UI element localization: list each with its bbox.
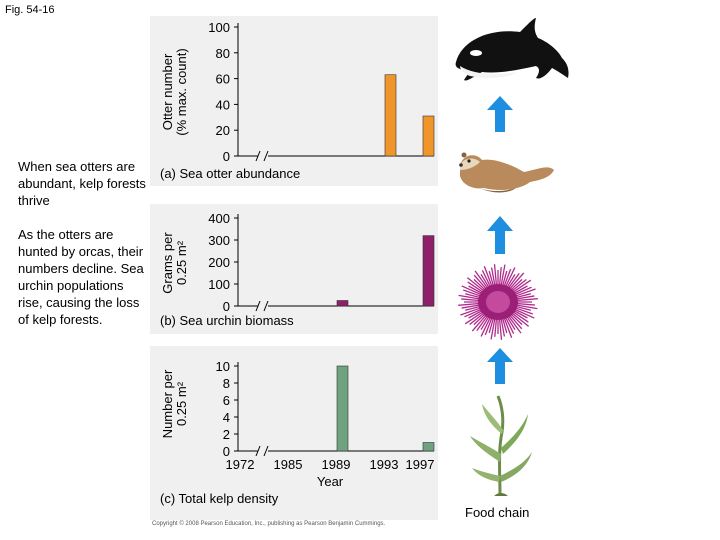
axis-break-mark <box>263 150 269 162</box>
y-tick-label: 6 <box>223 393 230 408</box>
copyright-credit: Copyright © 2008 Pearson Education, Inc.… <box>152 521 386 527</box>
axis-break-mark <box>255 150 261 162</box>
y-tick-label: 400 <box>208 211 230 226</box>
kelp-icon <box>470 395 532 497</box>
y-tick-label: 60 <box>216 72 230 87</box>
panel-background <box>150 204 438 334</box>
x-tick-label: 1997 <box>406 457 435 472</box>
y-tick-label: 20 <box>216 123 230 138</box>
figure-label: Fig. 54-16 <box>5 4 55 16</box>
y-tick-label: 0 <box>223 444 230 459</box>
y-tick-label: 40 <box>216 97 230 112</box>
bar-1997 <box>422 115 435 157</box>
x-tick-label: 1989 <box>322 457 351 472</box>
y-tick-label: 10 <box>216 359 230 374</box>
side-text-hunted: As the otters are hunted by orcas, their… <box>18 227 144 327</box>
y-tick-label: 300 <box>208 233 230 248</box>
y-tick-label: 2 <box>223 427 230 442</box>
x-tick-label: 1985 <box>274 457 303 472</box>
y-tick-label: 4 <box>223 410 230 425</box>
y-tick-label: 200 <box>208 255 230 270</box>
up-arrow-icon <box>487 96 513 132</box>
sea-urchin-icon <box>458 264 538 340</box>
x-tick-label: 1972 <box>226 457 255 472</box>
bar-1997 <box>422 235 435 307</box>
up-arrow-icon <box>487 216 513 254</box>
side-text-abundant: When sea otters are abundant, kelp fores… <box>18 159 146 208</box>
y-tick-label: 80 <box>216 46 230 61</box>
x-tick-label: 1993 <box>370 457 399 472</box>
chart-title: (b) Sea urchin biomass <box>160 313 294 328</box>
chart-title: (c) Total kelp density <box>160 491 279 506</box>
panel-background <box>150 346 438 520</box>
axis-break-mark <box>263 445 269 457</box>
bar-1989 <box>336 365 349 452</box>
food-chain-label: Food chain <box>465 505 530 520</box>
axis-break-mark <box>255 445 261 457</box>
bar-1993 <box>384 74 397 157</box>
sea-otter-icon <box>459 152 554 193</box>
up-arrow-icon <box>487 348 513 384</box>
axis-break-mark <box>255 300 261 312</box>
y-axis-label: Otter number(% max. count) <box>160 48 189 135</box>
y-tick-label: 0 <box>223 299 230 314</box>
bar-1997 <box>422 442 435 452</box>
axis-break-mark <box>263 300 269 312</box>
y-tick-label: 0 <box>223 149 230 164</box>
y-axis-label: Grams per0.25 m² <box>160 232 189 294</box>
orca-icon <box>455 18 569 81</box>
bar-1989 <box>336 300 349 307</box>
y-tick-label: 100 <box>208 20 230 35</box>
y-tick-label: 100 <box>208 277 230 292</box>
y-axis-label: Number per0.25 m² <box>160 369 189 438</box>
chart-title: (a) Sea otter abundance <box>160 166 300 181</box>
y-tick-label: 8 <box>223 376 230 391</box>
x-axis-label: Year <box>317 474 344 489</box>
